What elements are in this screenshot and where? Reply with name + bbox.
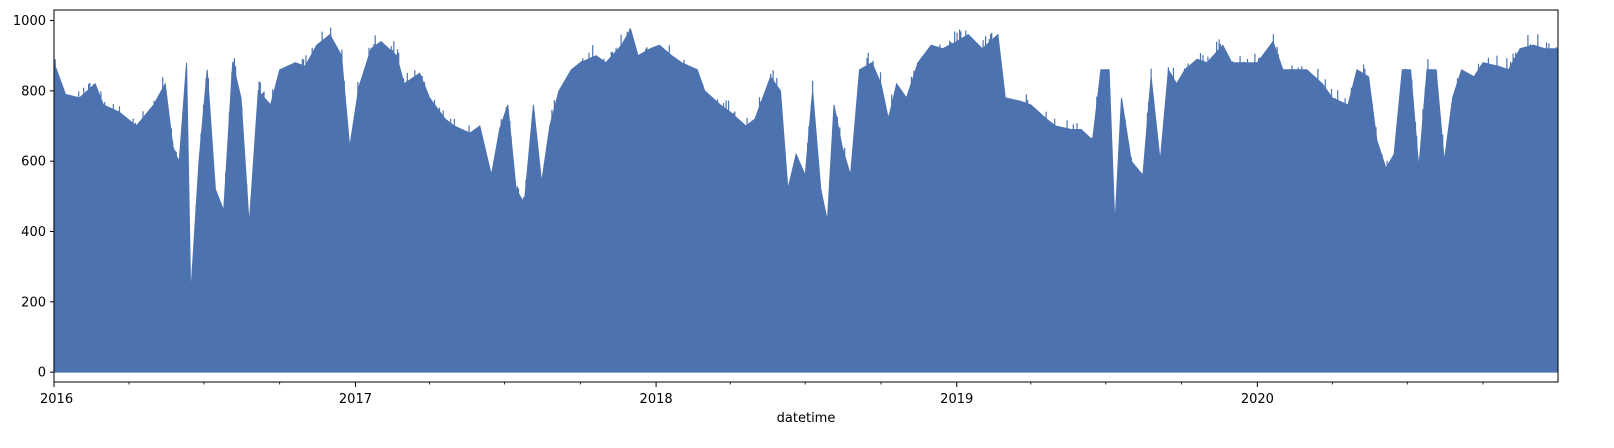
plot-area	[53, 27, 1559, 373]
y-axis: 0 200 400 600 800 1000	[13, 14, 54, 381]
y-tick-label: 400	[21, 225, 46, 240]
x-tick-label: 2017	[339, 392, 372, 407]
x-axis: 2016 2017 2018 2019 2020	[40, 382, 1484, 407]
y-tick-label: 1000	[13, 14, 46, 29]
x-axis-title: datetime	[777, 411, 836, 426]
y-tick-label: 800	[21, 84, 46, 99]
x-tick-label: 2016	[40, 392, 73, 407]
x-tick-label: 2018	[640, 392, 673, 407]
plot-frame	[53, 9, 1559, 383]
y-tick-label: 600	[21, 155, 46, 170]
y-tick-label: 200	[21, 295, 46, 310]
x-tick-label: 2020	[1241, 392, 1274, 407]
y-tick-label: 0	[38, 366, 46, 381]
x-tick-label: 2019	[940, 392, 973, 407]
